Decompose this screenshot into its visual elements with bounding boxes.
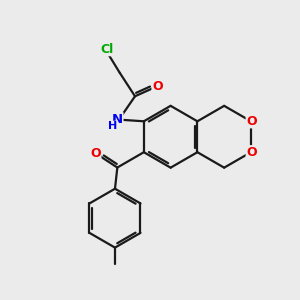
Text: Cl: Cl — [100, 43, 113, 56]
Text: O: O — [90, 148, 101, 160]
Text: H: H — [108, 121, 117, 131]
Text: O: O — [152, 80, 163, 93]
Text: N: N — [112, 113, 123, 126]
Text: O: O — [246, 146, 257, 159]
Text: O: O — [246, 115, 257, 128]
